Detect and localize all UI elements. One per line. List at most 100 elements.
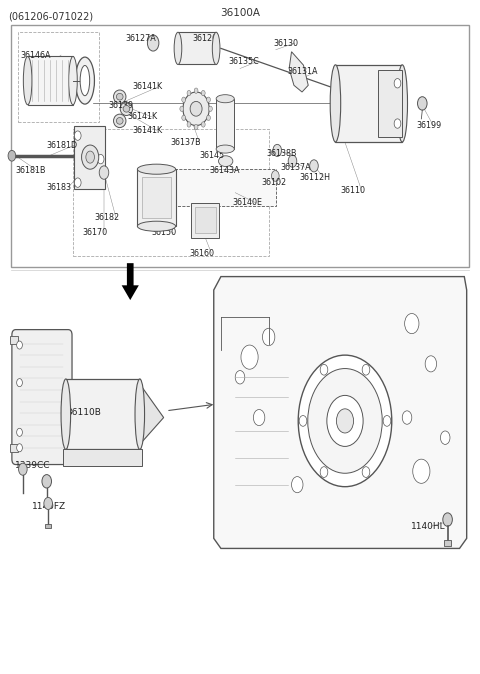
Circle shape xyxy=(383,416,391,426)
Text: 36102: 36102 xyxy=(262,178,287,187)
Circle shape xyxy=(180,106,184,111)
Circle shape xyxy=(418,96,427,110)
Bar xyxy=(10,444,18,452)
Circle shape xyxy=(310,160,318,172)
Text: 36140E: 36140E xyxy=(233,198,263,208)
Text: 36135C: 36135C xyxy=(228,57,259,66)
Text: 36141K: 36141K xyxy=(128,113,158,121)
Circle shape xyxy=(187,90,191,96)
Ellipse shape xyxy=(114,90,126,103)
Text: 36100A: 36100A xyxy=(220,8,260,18)
Text: 36182: 36182 xyxy=(95,213,120,222)
Text: 36112H: 36112H xyxy=(300,173,331,182)
Ellipse shape xyxy=(137,164,176,174)
Circle shape xyxy=(17,379,23,387)
Circle shape xyxy=(327,396,363,446)
Ellipse shape xyxy=(183,92,209,125)
Circle shape xyxy=(17,428,23,436)
Polygon shape xyxy=(121,263,139,300)
Ellipse shape xyxy=(61,379,71,450)
Ellipse shape xyxy=(190,101,202,116)
Bar xyxy=(11,25,469,266)
Circle shape xyxy=(17,443,23,452)
Ellipse shape xyxy=(123,105,130,112)
Circle shape xyxy=(402,411,412,424)
Circle shape xyxy=(273,144,281,156)
Text: 36110B: 36110B xyxy=(66,408,101,417)
Ellipse shape xyxy=(116,117,123,124)
Circle shape xyxy=(241,345,258,369)
Text: 36120: 36120 xyxy=(192,34,217,43)
Circle shape xyxy=(291,477,303,493)
Ellipse shape xyxy=(135,379,144,450)
Text: 36199: 36199 xyxy=(417,121,442,130)
Bar xyxy=(142,177,171,218)
Ellipse shape xyxy=(24,57,32,104)
Text: 1140HL: 1140HL xyxy=(411,522,445,531)
Bar xyxy=(195,208,216,233)
Ellipse shape xyxy=(80,65,90,96)
Circle shape xyxy=(17,341,23,349)
Ellipse shape xyxy=(216,145,234,153)
Bar xyxy=(192,203,219,238)
Circle shape xyxy=(82,145,99,169)
Text: 36139: 36139 xyxy=(109,101,134,110)
Circle shape xyxy=(99,166,109,179)
Circle shape xyxy=(19,463,27,475)
Bar xyxy=(73,129,269,256)
Circle shape xyxy=(320,466,328,477)
Bar xyxy=(378,70,402,137)
Polygon shape xyxy=(140,384,164,444)
Circle shape xyxy=(253,410,265,425)
Bar xyxy=(173,169,276,206)
Text: 36181B: 36181B xyxy=(16,166,46,175)
Text: 36110: 36110 xyxy=(340,186,365,195)
Circle shape xyxy=(201,90,205,96)
Circle shape xyxy=(308,369,382,473)
Text: 36183: 36183 xyxy=(47,183,72,192)
Circle shape xyxy=(272,171,279,181)
Ellipse shape xyxy=(75,57,95,104)
Polygon shape xyxy=(289,52,308,92)
Circle shape xyxy=(194,124,198,129)
Ellipse shape xyxy=(8,150,16,161)
Text: 36141K: 36141K xyxy=(132,82,163,91)
Ellipse shape xyxy=(137,221,176,231)
Bar xyxy=(18,32,99,122)
Bar xyxy=(10,336,18,344)
Bar xyxy=(74,125,106,189)
Circle shape xyxy=(299,416,307,426)
Circle shape xyxy=(208,106,212,111)
Text: 36181D: 36181D xyxy=(47,141,78,150)
Text: 36150: 36150 xyxy=(152,228,177,237)
Circle shape xyxy=(86,151,95,163)
Text: 36137A: 36137A xyxy=(281,162,311,172)
Ellipse shape xyxy=(397,65,408,142)
Ellipse shape xyxy=(212,32,220,65)
Circle shape xyxy=(362,365,370,375)
Circle shape xyxy=(206,115,210,121)
Circle shape xyxy=(394,79,401,88)
Polygon shape xyxy=(444,540,451,547)
Polygon shape xyxy=(214,276,467,549)
Text: 36137B: 36137B xyxy=(171,138,202,147)
Ellipse shape xyxy=(116,93,123,100)
Ellipse shape xyxy=(120,102,132,115)
Text: 36127A: 36127A xyxy=(125,34,156,43)
Ellipse shape xyxy=(114,114,126,127)
Text: 36160: 36160 xyxy=(190,249,215,257)
Text: 36130: 36130 xyxy=(274,38,299,47)
Circle shape xyxy=(147,35,159,51)
Ellipse shape xyxy=(330,65,341,142)
Circle shape xyxy=(187,122,191,127)
Text: (061206-071022): (061206-071022) xyxy=(9,11,94,21)
Circle shape xyxy=(263,328,275,346)
Circle shape xyxy=(362,466,370,477)
Bar xyxy=(45,524,51,528)
Circle shape xyxy=(182,115,186,121)
Text: 36141K: 36141K xyxy=(132,126,163,135)
Bar xyxy=(178,32,216,65)
Circle shape xyxy=(298,355,392,487)
Circle shape xyxy=(194,88,198,93)
Text: 36145: 36145 xyxy=(199,151,225,160)
